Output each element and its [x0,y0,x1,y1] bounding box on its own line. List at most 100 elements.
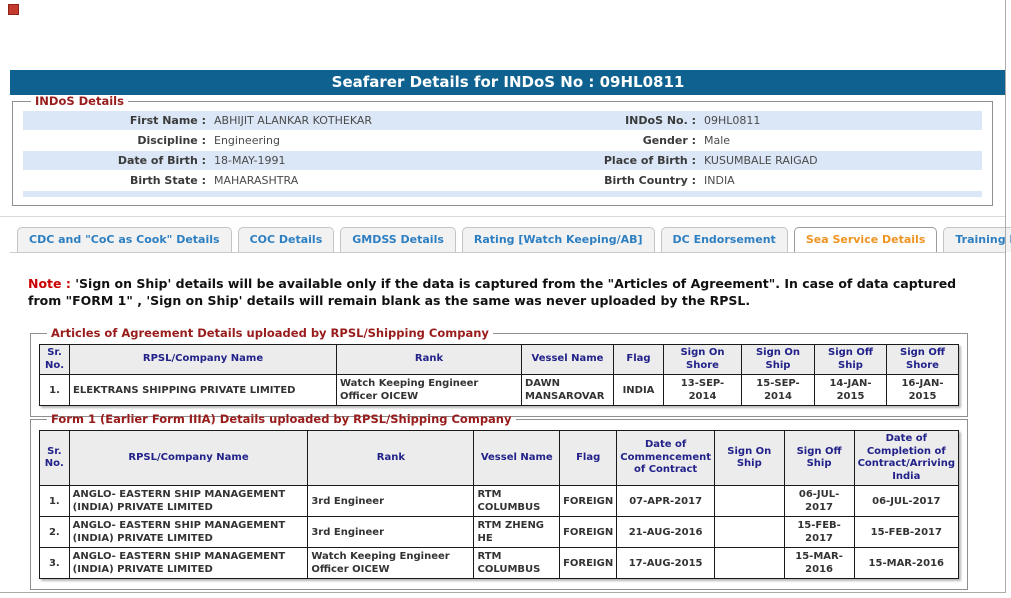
column-header-rank: Rank [336,344,522,375]
note-body: 'Sign on Ship' details will be available… [28,276,957,308]
tab-dc-endorsement[interactable]: DC Endorsement [660,227,788,252]
cell-sr-no: 3. [39,547,70,579]
cell-sr-no: 1. [39,374,70,406]
cell-rank: Watch Keeping Engineer Officer OICEW [307,547,475,579]
column-header-sign-off-shore: Sign Off Shore [886,344,959,375]
section-divider [0,216,1006,217]
cell-flag: FOREIGN [559,516,618,548]
tab-cdc-coc-as-cook-details[interactable]: CDC and "CoC as Cook" Details [17,227,232,252]
cell-company: ANGLO- EASTERN SHIP MANAGEMENT (INDIA) P… [68,547,309,579]
cell-company: ANGLO- EASTERN SHIP MANAGEMENT (INDIA) P… [68,485,309,517]
field-value-gender: Male [704,134,731,147]
cell-vessel: RTM COLUMBUS [473,547,561,579]
indos-row: Birth State : MAHARASHTRA Birth Country … [23,171,982,190]
indos-details-section: INDoS Details First Name : ABHIJIT ALANK… [12,94,993,206]
field-label-first-name: First Name : [129,114,206,127]
tab-gmdss-details[interactable]: GMDSS Details [340,227,456,252]
form1-legend: Form 1 (Earlier Form IIIA) Details uploa… [51,412,512,426]
tab-sea-service-details[interactable]: Sea Service Details [793,227,938,252]
cell-sign-off-shore: 16-JAN-2015 [886,374,959,406]
note-label: Note : [28,276,71,291]
cell-date-completion: 15-MAR-2016 [853,547,960,579]
cell-sign-off-ship: 06-JUL-2017 [783,485,855,517]
cell-sr-no: 2. [39,516,70,548]
indos-row: First Name : ABHIJIT ALANKAR KOTHEKAR IN… [23,111,982,130]
cell-sign-on-ship [714,485,785,517]
field-label-gender: Gender : [642,134,696,147]
tab-coc-details[interactable]: COC Details [237,227,335,252]
column-header-sign-off-ship: Sign Off Ship [814,344,887,375]
form1-section: Form 1 (Earlier Form IIIA) Details uploa… [30,412,968,590]
indos-row: Discipline : Engineering Gender : Male [23,131,982,150]
column-header-rank: Rank [307,430,475,486]
indos-details-legend: INDoS Details [35,94,124,108]
cell-sign-on-ship [714,547,785,579]
field-label-place-of-birth: Place of Birth : [603,154,696,167]
cell-company: ELEKTRANS SHIPPING PRIVATE LIMITED [69,374,337,406]
cell-date-completion: 15-FEB-2017 [853,516,960,548]
column-header-company: RPSL/Company Name [68,430,309,486]
tab-training-details[interactable]: Training Details [943,227,1011,252]
column-header-vessel: Vessel Name [473,430,561,486]
field-value-place-of-birth: KUSUMBALE RAIGAD [704,154,818,167]
column-header-vessel: Vessel Name [521,344,614,375]
cell-vessel: RTM ZHENG HE [473,516,561,548]
cell-date-commencement: 07-APR-2017 [616,485,715,517]
cell-vessel: DAWN MANSAROVAR [521,374,614,406]
column-header-flag: Flag [613,344,664,375]
indos-row: Date of Birth : 18-MAY-1991 Place of Bir… [23,151,982,170]
page-right-border [1005,0,1006,593]
cell-flag: FOREIGN [559,485,618,517]
cell-vessel: RTM COLUMBUS [473,485,561,517]
articles-legend: Articles of Agreement Details uploaded b… [51,326,489,340]
column-header-sign-on-shore: Sign On Shore [663,344,742,375]
articles-table: Sr. No. RPSL/Company Name Rank Vessel Na… [39,344,959,406]
table-header-row: Sr. No. RPSL/Company Name Rank Vessel Na… [39,430,960,486]
tab-rating-watch-keeping-ab[interactable]: Rating [Watch Keeping/AB] [461,227,655,252]
cell-sr-no: 1. [39,485,70,517]
field-label-indos-no: INDoS No. : [625,114,696,127]
tabstrip-underline [10,252,1006,253]
cell-date-commencement: 17-AUG-2015 [616,547,715,579]
cell-rank: Watch Keeping Engineer Officer OICEW [336,374,522,406]
column-header-company: RPSL/Company Name [69,344,337,375]
cell-sign-off-ship: 15-MAR-2016 [783,547,855,579]
field-value-first-name: ABHIJIT ALANKAR KOTHEKAR [214,114,373,127]
field-value-birth-state: MAHARASHTRA [214,174,299,187]
cell-date-completion: 06-JUL-2017 [853,485,960,517]
form1-table: Sr. No. RPSL/Company Name Rank Vessel Na… [39,430,960,579]
articles-of-agreement-section: Articles of Agreement Details uploaded b… [30,326,968,417]
cell-sign-on-shore: 13-SEP-2014 [663,374,742,406]
cell-rank: 3rd Engineer [307,485,475,517]
page-title: Seafarer Details for INDoS No : 09HL0811 [10,70,1006,95]
cell-company: ANGLO- EASTERN SHIP MANAGEMENT (INDIA) P… [68,516,309,548]
cell-flag: FOREIGN [559,547,618,579]
cell-sign-off-ship: 15-FEB-2017 [783,516,855,548]
field-label-birth-state: Birth State : [129,174,206,187]
cell-date-commencement: 21-AUG-2016 [616,516,715,548]
field-label-birth-country: Birth Country : [604,174,696,187]
field-label-discipline: Discipline : [137,134,206,147]
cell-sign-on-ship [714,516,785,548]
column-header-sign-on-ship: Sign On Ship [714,430,785,486]
table-header-row: Sr. No. RPSL/Company Name Rank Vessel Na… [39,344,959,375]
cell-flag: INDIA [613,374,664,406]
cell-sign-on-ship: 15-SEP-2014 [741,374,815,406]
field-value-discipline: Engineering [214,134,280,147]
column-header-sr-no: Sr. No. [39,430,70,486]
tab-bar: CDC and "CoC as Cook" Details COC Detail… [17,227,1011,252]
note-text: Note : 'Sign on Ship' details will be av… [28,276,986,309]
field-value-birth-country: INDIA [704,174,735,187]
table-row: 2. ANGLO- EASTERN SHIP MANAGEMENT (INDIA… [39,516,960,548]
column-header-sr-no: Sr. No. [39,344,70,375]
indos-row-strip [23,191,982,197]
column-header-date-commencement: Date of Commencement of Contract [616,430,715,486]
table-row: 3. ANGLO- EASTERN SHIP MANAGEMENT (INDIA… [39,547,960,579]
field-label-date-of-birth: Date of Birth : [117,154,206,167]
cell-sign-off-ship: 14-JAN-2015 [814,374,887,406]
column-header-date-completion: Date of Completion of Contract/Arriving … [853,430,960,486]
table-row: 1. ELEKTRANS SHIPPING PRIVATE LIMITED Wa… [39,374,959,406]
column-header-sign-off-ship: Sign Off Ship [783,430,855,486]
broken-image-icon [8,4,19,15]
